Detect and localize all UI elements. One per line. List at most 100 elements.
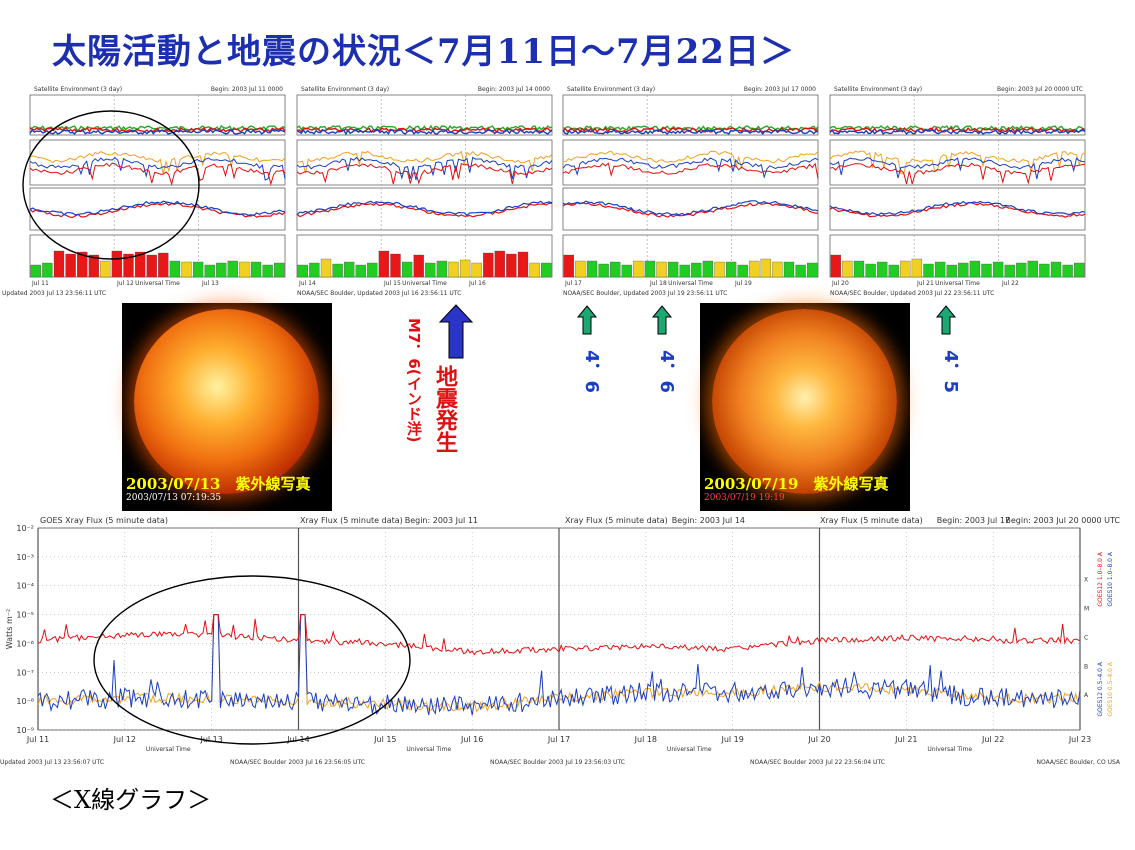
kp-bar xyxy=(911,258,923,278)
electron-flux-line xyxy=(296,150,553,174)
kp-bar xyxy=(737,264,748,278)
y-tick-label: 10⁻⁷ xyxy=(16,668,34,677)
x-tick-label: Jul 14 xyxy=(286,735,309,744)
kp-bar xyxy=(483,252,494,278)
kp-bar xyxy=(830,254,841,278)
panel-footer: NOAA/SEC Boulder, Updated 2003 Jul 16 23… xyxy=(297,290,461,297)
xray-panel-title: GOES Xray Flux (5 minute data) xyxy=(40,516,168,525)
earthquake-arrow-main xyxy=(438,304,474,359)
kp-bar xyxy=(529,262,540,278)
kp-bar xyxy=(204,264,215,278)
kp-bar xyxy=(807,262,818,278)
panel-frame xyxy=(829,94,1086,136)
flare-class-label: X xyxy=(1084,577,1088,584)
panel-frame xyxy=(296,94,553,136)
kp-bar xyxy=(471,262,482,278)
y-tick-label: 10⁻² xyxy=(16,524,34,533)
xray-footer: Updated 2003 Jul 13 23:56:07 UTC xyxy=(0,759,104,766)
flare-class-label: C xyxy=(1084,634,1088,641)
kp-bar xyxy=(413,254,424,278)
x-tick-label: Jul 17 xyxy=(547,735,570,744)
electron-flux-line xyxy=(29,151,286,175)
magnetometer-line xyxy=(562,200,819,216)
kp-bar xyxy=(332,263,343,278)
xray-footer: NOAA/SEC Boulder 2003 Jul 22 23:56:04 UT… xyxy=(750,759,885,766)
day-tick-label: Jul 12 xyxy=(116,280,134,287)
xray-footer: NOAA/SEC Boulder 2003 Jul 19 23:56:03 UT… xyxy=(490,759,625,766)
xray-panel-title: Xray Flux (5 minute data) xyxy=(300,516,403,525)
kp-bar xyxy=(239,261,250,278)
y-tick-label: 10⁻⁶ xyxy=(16,639,34,648)
kp-bar xyxy=(309,262,320,278)
flare-class-label: A xyxy=(1084,692,1089,699)
kp-bar xyxy=(667,261,679,278)
kp-bar xyxy=(877,261,888,278)
day-tick-label: Jul 11 xyxy=(31,280,49,287)
panel-header-left: Satellite Environment (3 day) xyxy=(567,86,655,93)
y-axis-label: Watts m⁻² xyxy=(5,609,14,650)
panel-xlabel: Universal Time xyxy=(935,280,980,287)
satellite-panel-4: Satellite Environment (3 day) Begin: 2003… xyxy=(829,86,1086,297)
electron-flux-line xyxy=(296,162,553,185)
kp-bar xyxy=(563,254,574,278)
kp-bar xyxy=(714,261,725,278)
xray-panel-title: Xray Flux (5 minute data) xyxy=(820,516,923,525)
panel-frame xyxy=(829,234,1086,278)
series-goes12-long xyxy=(37,614,1081,656)
satellite-panel-2: Satellite Environment (3 day) Begin: 2003… xyxy=(296,86,553,297)
kp-bar xyxy=(702,260,714,278)
earthquake-detail: M7．6(インド洋) xyxy=(405,318,423,443)
xray-footer: NOAA/SEC Boulder 2003 Jul 16 23:56:05 UT… xyxy=(230,759,365,766)
kp-bar xyxy=(30,264,41,278)
kp-bar xyxy=(900,260,911,278)
kp-bar xyxy=(610,261,621,278)
earthquake-arrow-1 xyxy=(576,305,598,335)
legend-entry: GOES12 0.5–4.0 A xyxy=(1097,661,1104,717)
magnetometer-line xyxy=(29,202,286,219)
legend-entry: GOES10 1.0–8.0 A xyxy=(1107,551,1114,607)
xray-footer: NOAA/SEC Boulder, CO USA xyxy=(1037,759,1121,766)
panel-frame xyxy=(562,234,819,278)
kp-bar xyxy=(598,263,609,278)
kp-bar xyxy=(760,258,771,278)
kp-bar xyxy=(679,264,690,278)
kp-bar xyxy=(274,262,285,278)
proton-flux-line xyxy=(296,128,553,136)
proton-flux-line xyxy=(829,125,1086,131)
panel-header-left: Satellite Environment (3 day) xyxy=(34,86,122,93)
kp-bar xyxy=(448,261,459,278)
kp-bar xyxy=(923,263,934,278)
solar-photo-jul13: 2003/07/13 紫外線写真 2003/07/13 07:19:35 xyxy=(122,303,332,511)
kp-bar xyxy=(853,260,865,278)
kp-bar xyxy=(100,260,111,278)
kp-bar xyxy=(517,251,529,278)
kp-bar xyxy=(227,260,238,278)
panel-footer: Updated 2003 Jul 13 23:56:11 UTC xyxy=(2,290,106,297)
day-tick-label: Jul 15 xyxy=(383,280,401,287)
electron-flux-line xyxy=(829,162,1086,185)
kp-bar xyxy=(1050,261,1062,278)
x-axis-label: Universal Time xyxy=(927,746,972,753)
xray-graph-label: ＜X線グラフ＞ xyxy=(50,786,212,814)
kp-bar xyxy=(250,261,262,278)
panel-header-left: Satellite Environment (3 day) xyxy=(834,86,922,93)
x-axis-label: Universal Time xyxy=(146,746,191,753)
kp-bar xyxy=(42,262,53,278)
kp-bar xyxy=(425,262,436,278)
kp-bar xyxy=(621,264,632,278)
kp-bar xyxy=(344,261,355,278)
y-tick-label: 10⁻⁴ xyxy=(16,582,34,591)
kp-bar xyxy=(262,264,273,278)
magnetometer-line xyxy=(29,200,286,217)
magnetometer-line xyxy=(829,200,1086,216)
proton-flux-line xyxy=(829,128,1086,135)
kp-bar xyxy=(53,250,65,278)
highlight-ellipse xyxy=(93,575,411,745)
legend-entry: GOES10 0.5–4.0 A xyxy=(1107,661,1114,717)
legend-entry: GOES12 1.0–8.0 A xyxy=(1097,551,1104,607)
kp-bar xyxy=(216,262,227,278)
day-tick-label: Jul 19 xyxy=(734,280,752,287)
page-title: 太陽活動と地震の状況＜7月11日～7月22日＞ xyxy=(52,32,795,72)
kp-bar xyxy=(65,253,76,278)
magnetometer-line xyxy=(829,201,1086,218)
